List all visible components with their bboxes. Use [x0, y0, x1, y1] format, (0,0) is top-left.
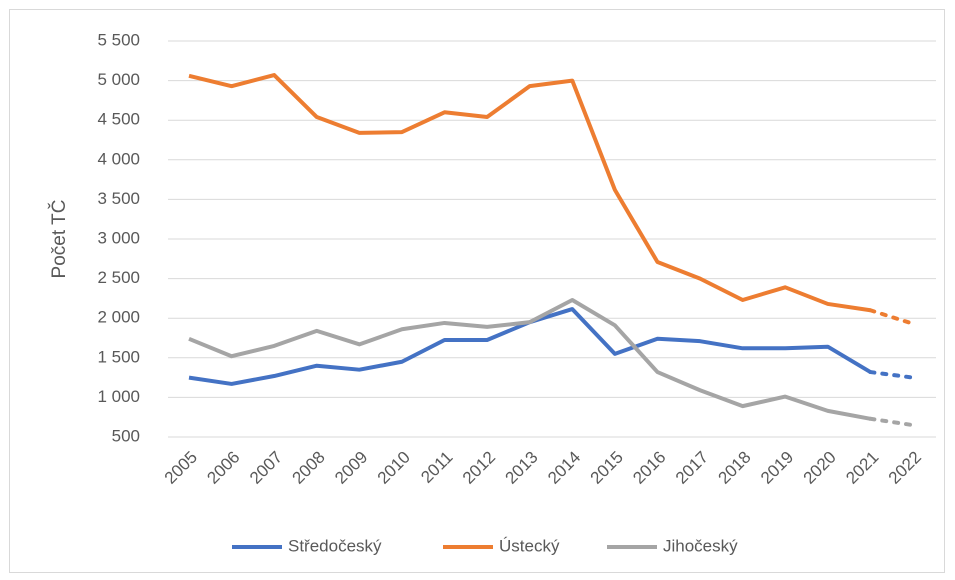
y-tick-label: 5 500 — [97, 30, 140, 49]
y-tick-label: 3 000 — [97, 228, 140, 247]
y-axis-label: Počet TČ — [48, 200, 70, 279]
legend-label: Středočeský — [288, 536, 382, 555]
chart-frame — [9, 9, 945, 573]
line — [188, 297, 871, 421]
y-tick-label: 4 500 — [97, 110, 140, 129]
y-tick-label: 500 — [112, 426, 140, 445]
y-tick-label: 2 000 — [97, 308, 140, 327]
y-tick-label: 2 500 — [97, 268, 140, 287]
line — [188, 73, 871, 313]
y-tick-label: 1 500 — [97, 347, 140, 366]
y-tick-label: 4 000 — [97, 149, 140, 168]
line-projection — [868, 416, 915, 428]
legend-label: Jihočeský — [663, 536, 738, 555]
y-tick-label: 3 500 — [97, 189, 140, 208]
legend-label: Ústecký — [499, 536, 560, 555]
line-projection — [868, 308, 915, 326]
line-projection — [868, 370, 915, 380]
y-tick-label: 5 000 — [97, 70, 140, 89]
y-tick-label: 1 000 — [97, 387, 140, 406]
